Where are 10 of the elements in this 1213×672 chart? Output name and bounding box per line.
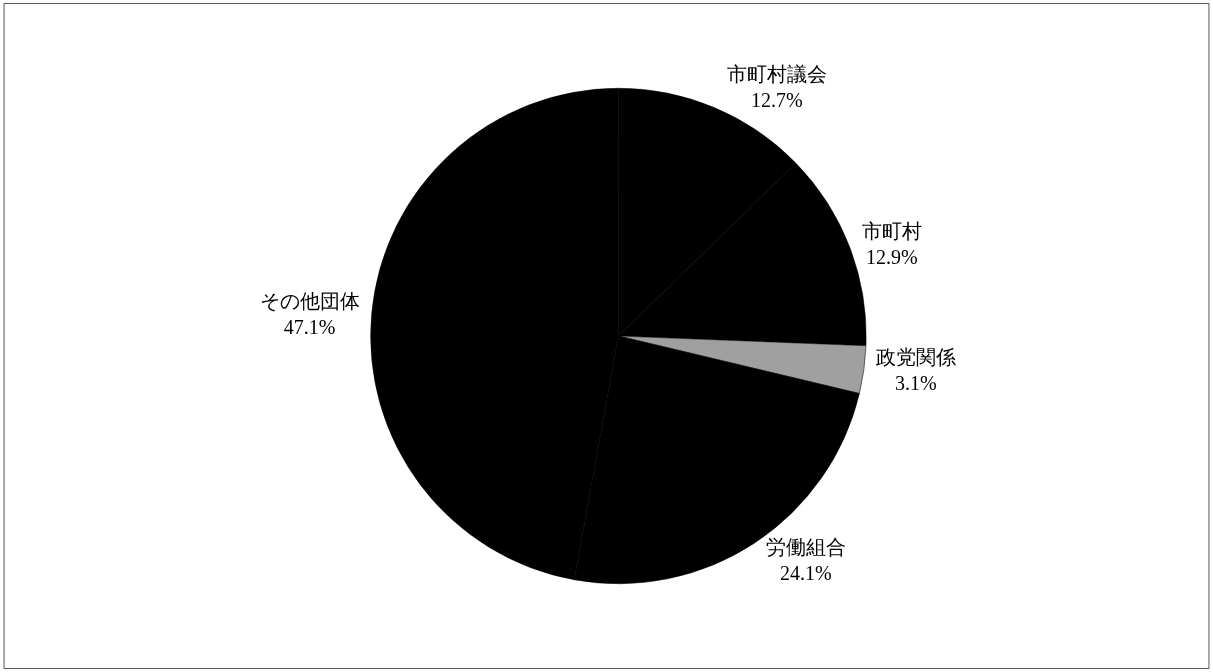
slice-label: 労働組合 (765, 536, 846, 559)
data-label: 24.1% (780, 562, 832, 585)
data-label: 47.1% (283, 315, 336, 338)
data-label: 3.1% (895, 372, 937, 395)
slice-label: その他団体 (259, 289, 360, 312)
slice-label: 市町村 (861, 220, 922, 243)
data-label: 12.9% (865, 246, 918, 269)
data-label: 12.7% (750, 89, 803, 112)
slice-label: 市町村議会 (726, 63, 827, 86)
slice-label: 政党関係 (875, 346, 956, 369)
